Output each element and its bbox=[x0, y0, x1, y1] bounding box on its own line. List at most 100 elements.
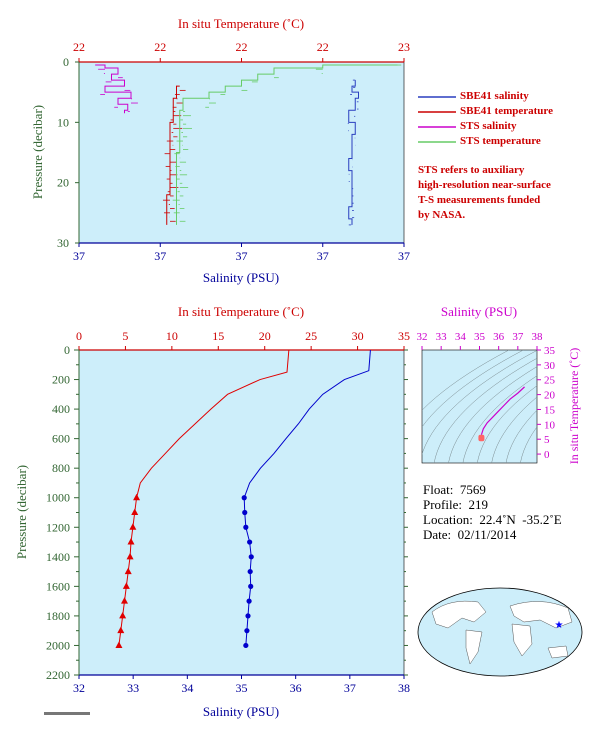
top-salinity-xlabel: Salinity (PSU) bbox=[203, 270, 279, 285]
bottom-salinity-tick-label: 33 bbox=[127, 681, 139, 695]
bottom-ticks: 0 5 10 15 20 25 30 35 32 33 34 35 36 37 38 0 200 400 600 80… bbox=[46, 329, 410, 695]
top-pressure-tick-label: 30 bbox=[57, 236, 69, 250]
ts-series bbox=[478, 386, 525, 442]
salinity-point bbox=[247, 568, 253, 575]
ts-temp-ylabel: In situ Temperature (˚C) bbox=[567, 348, 581, 465]
temperature-point bbox=[133, 493, 141, 501]
bottom-salinity-tick-label: 34 bbox=[181, 681, 193, 695]
temperature-point bbox=[117, 626, 125, 634]
bottom-temp-tick-label: 35 bbox=[398, 329, 410, 343]
ts-salinity-xlabel: Salinity (PSU) bbox=[441, 304, 517, 319]
info-date: Date: 02/11/2014 bbox=[423, 527, 517, 542]
bottom-temp-tick-label: 15 bbox=[212, 329, 224, 343]
bottom-pressure-tick-label: 2200 bbox=[46, 668, 70, 682]
map-south-america bbox=[465, 629, 483, 665]
temperature-point bbox=[131, 508, 139, 515]
ts-density-contour bbox=[422, 350, 524, 428]
ts-density-contour bbox=[520, 426, 537, 463]
bottom-salinity-tick-label: 35 bbox=[236, 681, 248, 695]
bottom-temp-tick-label: 5 bbox=[122, 329, 128, 343]
bottom-pressure-tick-label: 1200 bbox=[46, 520, 70, 534]
top-series-sts-temperature bbox=[176, 64, 398, 225]
top-ticks: 22 37 22 37 22 37 22 37 23 37 0 10 20 30 bbox=[57, 40, 410, 263]
top-salinity-tick-label: 37 bbox=[398, 249, 410, 263]
bottom-salinity-tick-label: 37 bbox=[344, 681, 356, 695]
top-salinity-tick-label: 37 bbox=[236, 249, 248, 263]
bottom-temp-tick-label: 30 bbox=[352, 329, 364, 343]
bottom-pressure-tick-label: 0 bbox=[64, 343, 70, 357]
top-salinity-tick-label: 37 bbox=[73, 249, 85, 263]
bottom-pressure-tick-label: 1800 bbox=[46, 609, 70, 623]
bottom-panel: 0 5 10 15 20 25 30 35 32 33 34 35 36 37 38 0 200 400 600 80… bbox=[14, 304, 410, 719]
top-temp-tick-label: 22 bbox=[154, 40, 166, 54]
temperature-point bbox=[126, 552, 134, 560]
sts-note-line-3: T-S measurements funded bbox=[418, 194, 541, 206]
ts-density-contour bbox=[505, 409, 537, 463]
ts-density-contour bbox=[422, 350, 537, 456]
bottom-plot-area bbox=[78, 349, 405, 676]
top-temp-tick-label: 22 bbox=[73, 40, 85, 54]
bottom-salinity-tick-label: 38 bbox=[398, 681, 410, 695]
ts-salinity-tick-label: 34 bbox=[455, 331, 467, 343]
sts-note-line-4: by NASA. bbox=[418, 209, 466, 221]
map-australia bbox=[547, 645, 569, 659]
ts-temp-tick-label: 15 bbox=[544, 404, 556, 416]
top-series-sts-salinity bbox=[95, 64, 132, 114]
bottom-pressure-tick-label: 200 bbox=[52, 373, 70, 387]
bottom-temp-tick-label: 10 bbox=[166, 329, 178, 343]
legend-label-sbe41-temperature: SBE41 temperature bbox=[460, 105, 553, 117]
ts-deep-cluster bbox=[478, 434, 485, 442]
ts-temp-tick-label: 35 bbox=[544, 345, 556, 357]
salinity-point bbox=[241, 495, 247, 501]
top-pressure-ylabel: Pressure (decibar) bbox=[30, 105, 45, 199]
bottom-pressure-ylabel: Pressure (decibar) bbox=[14, 465, 29, 559]
temperature-point bbox=[124, 567, 132, 575]
top-series-sbe41-temperature bbox=[166, 85, 180, 225]
bottom-temp-tick-label: 20 bbox=[259, 329, 271, 343]
top-salinity-tick-label: 37 bbox=[154, 249, 166, 263]
ts-ticks: 32 33 34 35 36 37 38 0 5 10 15 20 25 30 35 bbox=[417, 331, 556, 461]
top-series bbox=[95, 64, 402, 226]
top-temp-xlabel: In situ Temperature (˚C) bbox=[178, 16, 304, 31]
temperature-point bbox=[115, 641, 123, 648]
ts-salinity-tick-label: 37 bbox=[512, 331, 524, 343]
salinity-point bbox=[247, 539, 253, 545]
ts-temp-tick-label: 30 bbox=[544, 360, 556, 372]
ts-density-contours bbox=[422, 350, 537, 463]
salinity-point bbox=[243, 642, 249, 649]
info-float: Float: 7569 bbox=[423, 482, 486, 497]
top-series-sbe41-salinity bbox=[348, 80, 359, 225]
temperature-point bbox=[129, 523, 137, 530]
footer-credit-mark bbox=[44, 712, 90, 715]
ts-density-contour bbox=[433, 357, 537, 463]
bottom-pressure-tick-label: 400 bbox=[52, 402, 70, 416]
top-temp-tick-label: 22 bbox=[236, 40, 248, 54]
bottom-temp-tick-label: 0 bbox=[76, 329, 82, 343]
bottom-series bbox=[115, 349, 371, 649]
ts-salinity-tick-label: 35 bbox=[474, 331, 486, 343]
ts-temp-tick-label: 25 bbox=[544, 375, 556, 387]
top-panel: 22 37 22 37 22 37 22 37 23 37 0 10 20 30 In situ Temp… bbox=[30, 16, 410, 285]
ts-density-contour bbox=[476, 385, 537, 463]
ts-density-contour bbox=[448, 366, 537, 463]
top-salinity-tick-label: 37 bbox=[317, 249, 329, 263]
temperature-point bbox=[119, 611, 127, 619]
top-temp-tick-label: 22 bbox=[317, 40, 329, 54]
temperature-point bbox=[121, 597, 128, 604]
top-pressure-tick-label: 20 bbox=[57, 176, 69, 190]
salinity-point bbox=[248, 583, 254, 589]
bottom-pressure-tick-label: 1000 bbox=[46, 491, 70, 505]
bottom-pressure-tick-label: 1600 bbox=[46, 579, 70, 593]
ts-salinity-tick-label: 36 bbox=[493, 331, 505, 343]
world-map-inset: ★ bbox=[417, 587, 583, 677]
sts-note-line-1: STS refers to auxiliary bbox=[418, 164, 525, 176]
sts-note-line-2: high-resolution near-surface bbox=[418, 179, 551, 191]
salinity-point bbox=[244, 628, 250, 634]
salinity-point bbox=[245, 613, 251, 619]
info-profile: Profile: 219 bbox=[423, 497, 488, 512]
bottom-temp-tick-label: 25 bbox=[305, 329, 317, 343]
ts-panel: 32 33 34 35 36 37 38 0 5 10 15 20 25 30 35 Salinity (P… bbox=[417, 304, 582, 465]
info-location: Location: 22.4˚N -35.2˚E bbox=[423, 512, 562, 527]
salinity-point bbox=[243, 524, 249, 530]
ts-salinity-tick-label: 33 bbox=[436, 331, 448, 343]
